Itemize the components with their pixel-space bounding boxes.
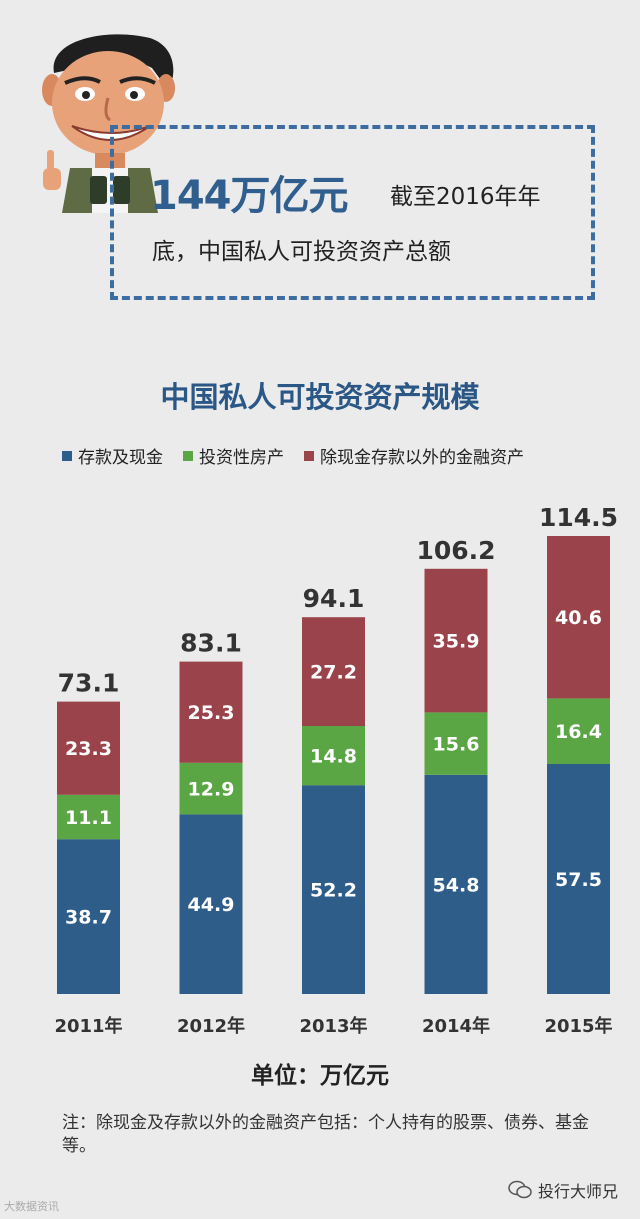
data-label-financial-3: 27.2	[310, 662, 357, 684]
legend-item-property: 投资性房产	[183, 443, 284, 468]
data-label-financial-1: 23.3	[65, 738, 112, 760]
legend-item-deposits: 存款及现金	[62, 443, 163, 468]
bar-financial-4	[424, 568, 488, 713]
headline-text-line2: 底，中国私人可投资资产总额	[152, 239, 451, 265]
data-label-property-4: 15.6	[433, 734, 480, 756]
bar-property-1	[57, 794, 120, 840]
brand-signature: 投行大师兄	[508, 1178, 618, 1202]
data-label-property-3: 14.8	[310, 746, 357, 768]
chart-legend: 存款及现金 投资性房产 除现金存款以外的金融资产	[62, 443, 544, 468]
legend-swatch-financial	[304, 450, 314, 461]
legend-label-financial: 除现金存款以外的金融资产	[320, 448, 524, 468]
data-label-financial-4: 35.9	[433, 631, 480, 653]
chart-title: 中国私人可投资资产规模	[160, 380, 480, 414]
data-label-deposits-1: 38.7	[65, 907, 112, 929]
bar-deposits-5	[547, 764, 610, 994]
bar-deposits-4	[424, 774, 488, 994]
x-tick-label-1: 2011年	[54, 1015, 122, 1037]
bar-deposits-2	[179, 814, 243, 994]
legend-swatch-property	[183, 450, 193, 461]
data-label-property-1: 11.1	[65, 807, 112, 829]
data-label-financial-2: 25.3	[188, 702, 235, 724]
data-label-deposits-2: 44.9	[188, 894, 235, 916]
bar-property-4	[424, 712, 488, 775]
x-tick-label-4: 2014年	[422, 1015, 490, 1037]
bar-financial-1	[57, 701, 120, 795]
brand-name: 投行大师兄	[537, 1182, 618, 1201]
legend-swatch-deposits	[62, 450, 72, 461]
bar-property-2	[179, 762, 243, 815]
legend-label-deposits: 存款及现金	[78, 448, 163, 468]
total-label-2: 83.1	[180, 629, 242, 658]
unit-label: 单位：万亿元	[251, 1063, 389, 1089]
bar-financial-3	[302, 617, 365, 726]
x-tick-label-5: 2015年	[544, 1015, 612, 1037]
data-label-financial-5: 40.6	[555, 607, 602, 629]
watermark-text: 大数据资讯	[4, 1200, 59, 1213]
x-tick-label-2: 2012年	[177, 1015, 245, 1037]
bar-property-5	[547, 698, 610, 764]
footnote: 注：除现金及存款以外的金融资产包括：个人持有的股票、债券、基金等。	[62, 1113, 589, 1156]
data-label-property-2: 12.9	[188, 779, 235, 801]
stacked-bar-chart: 38.7 11.1 23.3 73.1 2011年 44.9 12.9 25.3 83.1 201…	[54, 503, 618, 1037]
data-label-deposits-3: 52.2	[310, 880, 357, 902]
legend-item-financial: 除现金存款以外的金融资产	[304, 443, 524, 468]
total-label-5: 114.5	[539, 503, 618, 532]
x-tick-label-3: 2013年	[299, 1015, 367, 1037]
headline-text-tail: 截至2016年年	[390, 184, 541, 210]
bar-financial-5	[547, 536, 610, 699]
bar-deposits-1	[57, 839, 120, 994]
legend-label-property: 投资性房产	[199, 448, 284, 468]
data-label-deposits-5: 57.5	[555, 869, 602, 891]
total-label-1: 73.1	[58, 669, 120, 698]
wechat-icon	[508, 1180, 532, 1199]
bar-deposits-3	[302, 785, 365, 994]
total-label-3: 94.1	[303, 584, 365, 613]
data-label-property-5: 16.4	[555, 721, 602, 743]
total-label-4: 106.2	[416, 536, 495, 565]
bar-financial-2	[179, 661, 243, 763]
bar-property-3	[302, 726, 365, 786]
headline-figure: 144万亿元	[150, 173, 348, 219]
data-label-deposits-4: 54.8	[433, 874, 480, 896]
headline-callout-box	[110, 125, 595, 300]
